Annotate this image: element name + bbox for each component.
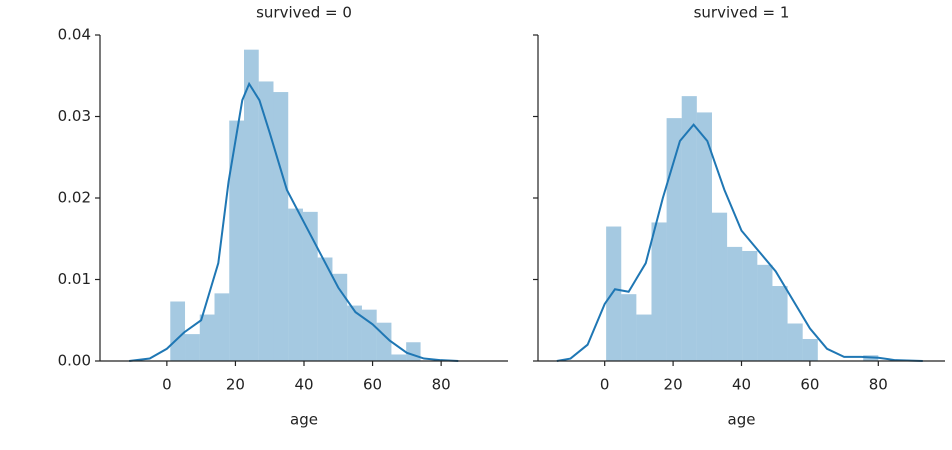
bar — [406, 342, 421, 361]
bar — [711, 212, 728, 361]
y-tick-label: 0.03 — [58, 107, 91, 125]
bar — [347, 305, 362, 361]
bar — [742, 250, 758, 361]
y-tick-label: 0.01 — [58, 270, 91, 288]
bar — [621, 294, 637, 361]
bar — [606, 226, 622, 361]
bar — [332, 273, 348, 361]
bar — [666, 118, 682, 361]
bar — [361, 309, 377, 361]
bar — [681, 96, 697, 361]
panel-title: survived = 0 — [256, 4, 352, 22]
x-tick-label: 40 — [732, 376, 751, 394]
bar — [302, 211, 318, 361]
bar — [757, 264, 773, 361]
bar — [772, 286, 788, 361]
x-tick-label: 0 — [162, 376, 172, 394]
x-tick-label: 40 — [294, 376, 313, 394]
bar — [199, 314, 215, 361]
x-axis-label: age — [290, 411, 318, 429]
bar — [229, 120, 244, 361]
bar — [317, 257, 333, 361]
bar — [273, 92, 289, 362]
bar — [696, 112, 712, 361]
x-tick-label: 60 — [800, 376, 819, 394]
x-tick-label: 60 — [363, 376, 382, 394]
bar — [727, 246, 743, 361]
bar — [651, 222, 667, 361]
bar — [288, 208, 303, 361]
panel-title: survived = 1 — [694, 4, 790, 22]
bar — [802, 338, 818, 361]
y-tick-label: 0.00 — [58, 352, 91, 370]
x-tick-label: 0 — [600, 376, 610, 394]
x-tick-label: 80 — [432, 376, 451, 394]
y-tick-label: 0.02 — [58, 189, 91, 207]
bar — [185, 334, 200, 361]
bar — [636, 314, 652, 361]
bar — [244, 49, 259, 362]
x-axis-label: age — [728, 411, 756, 429]
kde-line — [556, 123, 923, 362]
x-tick-label: 20 — [226, 376, 245, 394]
bar — [258, 81, 274, 361]
bar — [214, 293, 230, 361]
bar — [376, 322, 392, 361]
x-tick-label: 80 — [869, 376, 888, 394]
kde-line — [129, 81, 459, 362]
bar — [170, 301, 186, 361]
x-tick-label: 20 — [664, 376, 683, 394]
bar — [787, 323, 803, 361]
y-tick-label: 0.04 — [58, 26, 91, 44]
bar — [391, 354, 407, 361]
